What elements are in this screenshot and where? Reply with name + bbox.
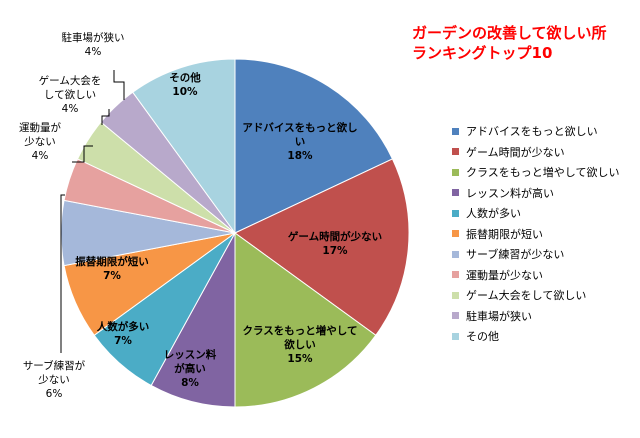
chart-subtitle: ランキングトップ10 [412, 44, 553, 62]
legend-item: 振替期限が短い [452, 224, 619, 245]
leader-line [113, 70, 125, 100]
slice-label: アドバイスをもっと欲しい 18% [242, 121, 357, 162]
slice-label: 駐車場が狭い 4% [62, 31, 125, 58]
leader-line [101, 109, 110, 125]
legend-swatch [452, 148, 459, 156]
leader-line [60, 194, 65, 353]
legend-swatch [452, 189, 459, 197]
legend-item: 駐車場が狭い [452, 306, 619, 327]
legend-item: その他 [452, 326, 619, 347]
legend-label: 人数が多い [466, 207, 521, 221]
legend-item: サーブ練習が少ない [452, 244, 619, 265]
pie-slice-11 [132, 58, 236, 235]
legend-label: 振替期限が短い [466, 227, 543, 241]
slice-label: サーブ練習が少ない 6% [23, 359, 86, 400]
legend-item: 人数が多い [452, 203, 619, 224]
chart-title: ガーデンの改善して欲しい所 [412, 24, 607, 42]
legend-label: その他 [466, 330, 499, 344]
legend-swatch [452, 127, 459, 135]
legend-label: ゲーム時間が少ない [466, 145, 565, 159]
legend-item: 運動量が少ない [452, 265, 619, 286]
legend-label: 駐車場が狭い [466, 309, 532, 323]
legend-swatch [452, 250, 459, 258]
pie-slice-1 [234, 58, 394, 234]
slice-label: 運動量が少ない 4% [19, 121, 61, 162]
legend-item: レッスン料が高い [452, 183, 619, 204]
chart-legend: アドバイスをもっと欲しい ゲーム時間が少ないクラスをもっと増やして欲しい レッスン料… [452, 121, 619, 347]
legend-label: 運動量が少ない [466, 268, 543, 282]
legend-label: アドバイスをもっと欲しい [466, 125, 598, 139]
leader-line [72, 145, 93, 163]
legend-swatch [452, 271, 459, 279]
legend-item: アドバイスをもっと欲しい [452, 121, 619, 142]
slice-label: ゲーム時間が少ない 17% [288, 230, 382, 257]
slice-label: レッスン料が高い 8% [164, 348, 217, 389]
legend-swatch [452, 168, 459, 176]
legend-label: クラスをもっと増やして欲しい [466, 166, 620, 180]
legend-swatch [452, 332, 459, 340]
slice-label: ゲーム大会をして欲しい 4% [39, 74, 102, 115]
legend-swatch [452, 291, 459, 299]
legend-item: クラスをもっと増やして欲しい [452, 162, 619, 183]
legend-label: レッスン料が高い [466, 186, 554, 200]
legend-swatch [452, 209, 459, 217]
slice-label: クラスをもっと増やして欲しい 15% [243, 324, 358, 365]
legend-item: ゲーム時間が少ない [452, 142, 619, 163]
legend-label: サーブ練習が少ない [466, 248, 565, 262]
slice-label: 振替期限が短い 7% [75, 255, 149, 282]
legend-label: ゲーム大会をして欲しい [466, 289, 587, 303]
legend-swatch [452, 312, 459, 320]
pie-slice-2 [234, 158, 410, 336]
legend-swatch [452, 230, 459, 238]
slice-label: その他 10% [169, 71, 201, 98]
pie-slice-3 [234, 232, 377, 408]
slice-label: 人数が多い 7% [97, 320, 150, 347]
legend-item: ゲーム大会をして欲しい [452, 285, 619, 306]
